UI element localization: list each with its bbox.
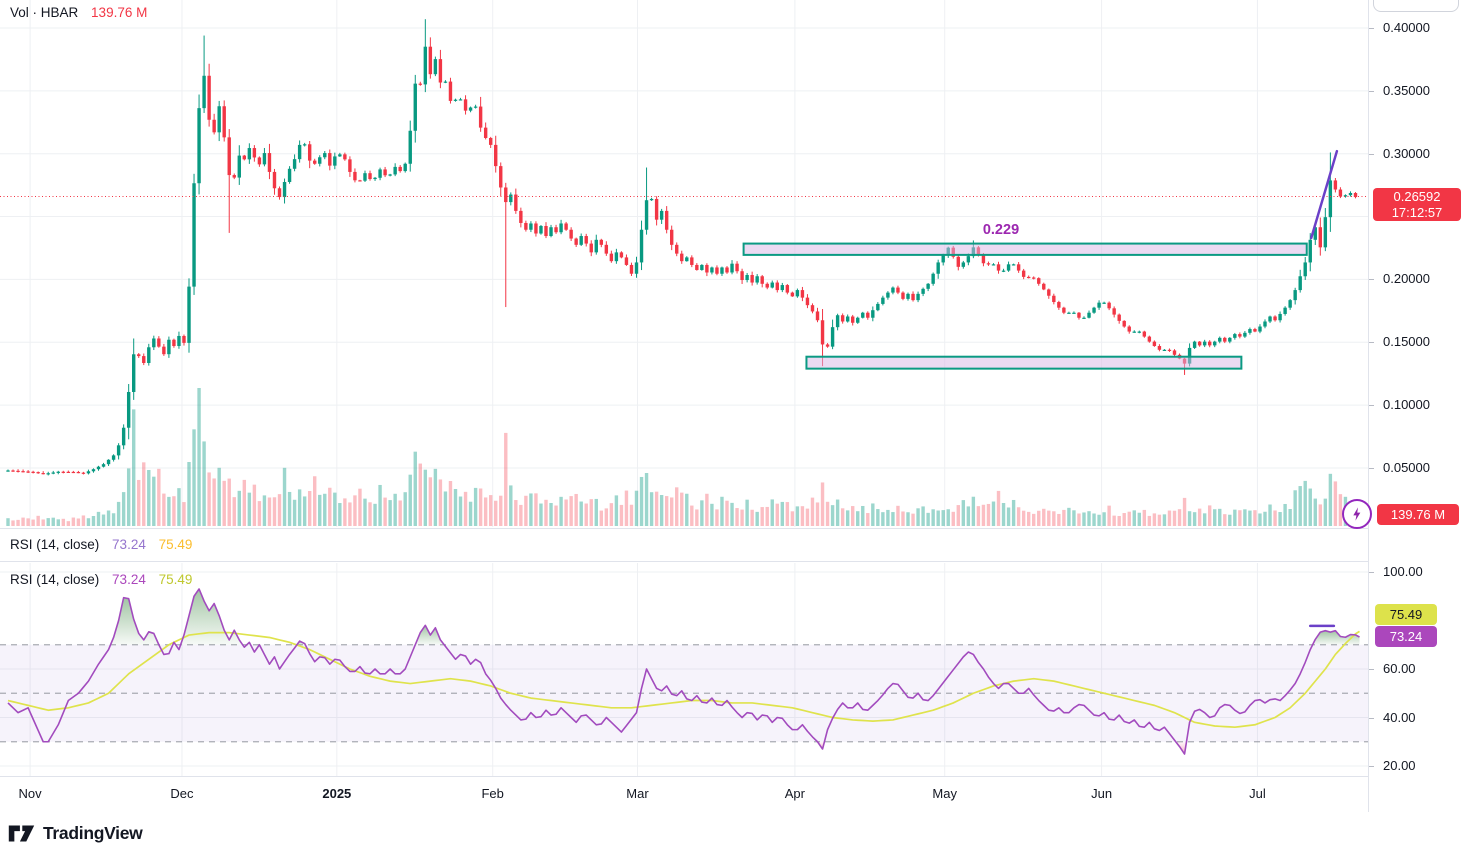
time-axis-label: 2025 [322, 786, 352, 801]
axis-tick [1369, 153, 1374, 155]
axis-tick [1369, 28, 1374, 29]
rsi-overbought-fill [110, 597, 159, 645]
volume-series-value: 139.76 M [91, 5, 148, 20]
candlestick-series [6, 19, 1358, 476]
support-zone-box[interactable] [805, 355, 1243, 370]
time-axis-label: Nov [18, 786, 42, 801]
rsi-chart-canvas[interactable] [0, 563, 1368, 776]
rsi-axis-label: 40.00 [1383, 709, 1416, 725]
time-axis-label: Jun [1091, 786, 1113, 801]
price-chart-canvas[interactable] [0, 0, 1368, 528]
rsi-pane[interactable] [0, 563, 1368, 776]
brand-name: TradingView [43, 823, 143, 843]
footer: TradingView [8, 822, 143, 845]
resistance-zone-box[interactable] [742, 242, 1308, 256]
lightning-icon [1353, 507, 1361, 521]
axis-tick [1369, 669, 1374, 670]
symbol-legend: Vol · HBAR 139.76 M [10, 5, 147, 20]
axis-tick [1369, 342, 1374, 344]
axis-tick [1369, 717, 1374, 719]
rsi-pane-header[interactable]: RSI (14, close) 73.24 75.49 [0, 528, 1472, 562]
time-axis-label: Dec [170, 786, 194, 801]
axis-tick [1369, 405, 1374, 407]
time-axis-label: May [932, 786, 957, 801]
resistance-level-label: 0.229 [982, 222, 1020, 238]
rsi-axis-label: 60.00 [1383, 661, 1416, 676]
rsi-value-purple: 73.24 [112, 537, 146, 552]
price-axis-label: 0.30000 [1383, 145, 1430, 161]
price-axis-label: 0.20000 [1383, 271, 1430, 287]
tradingview-logo-icon[interactable] [8, 822, 35, 845]
axis-tick [1369, 467, 1374, 469]
time-axis-label: Apr [784, 786, 805, 801]
price-axis[interactable]: 0.26592 17:12:57 139.76 M 75.49 73.24 0.… [1368, 0, 1472, 812]
volume-badge: 139.76 M [1377, 504, 1459, 525]
rsi-value-yellow: 75.49 [158, 537, 193, 552]
clipped-toolbar-button[interactable] [1373, 0, 1459, 12]
axis-tick [1369, 279, 1374, 281]
price-trendline[interactable] [1310, 149, 1339, 240]
price-axis-label: 0.15000 [1383, 334, 1430, 350]
rsi-value-yellow: 75.49 [158, 572, 193, 587]
last-price-value: 0.26592 [1393, 188, 1441, 204]
rsi-value-purple: 73.24 [112, 572, 146, 587]
rsi-overbought-fill [180, 588, 243, 645]
time-axis-label: Feb [481, 786, 504, 801]
rsi-indicator-label: RSI (14, close) [10, 572, 100, 587]
volume-series-label: Vol · HBAR [10, 5, 79, 20]
rsi-ma-badge: 75.49 [1375, 603, 1437, 625]
countdown-timer: 17:12:57 [1391, 204, 1443, 220]
axis-tick [1369, 572, 1374, 573]
volume-series [6, 388, 1358, 526]
price-axis-label: 0.05000 [1383, 459, 1430, 475]
last-price-badge: 0.26592 17:12:57 [1373, 187, 1461, 221]
rsi-line [7, 588, 1360, 755]
rsi-badge: 73.24 [1375, 625, 1437, 647]
price-axis-label: 0.35000 [1383, 82, 1430, 98]
rsi-pane-legend: RSI (14, close) 73.24 75.49 [10, 572, 192, 587]
axis-tick [1369, 90, 1374, 92]
price-axis-label: 0.10000 [1383, 397, 1430, 413]
time-axis[interactable]: Nov Dec 2025 Feb Mar Apr May Jun Jul [0, 776, 1472, 812]
time-axis-label: Mar [626, 786, 649, 801]
time-axis-label: Jul [1249, 786, 1266, 801]
rsi-axis-label: 100.00 [1383, 564, 1423, 579]
rsi-axis-label: 20.00 [1383, 758, 1416, 773]
axis-tick [1369, 766, 1374, 767]
price-pane[interactable] [0, 0, 1368, 528]
boost-button[interactable] [1342, 499, 1372, 529]
price-axis-label: 0.40000 [1383, 20, 1430, 35]
rsi-indicator-label: RSI (14, close) [10, 537, 100, 552]
